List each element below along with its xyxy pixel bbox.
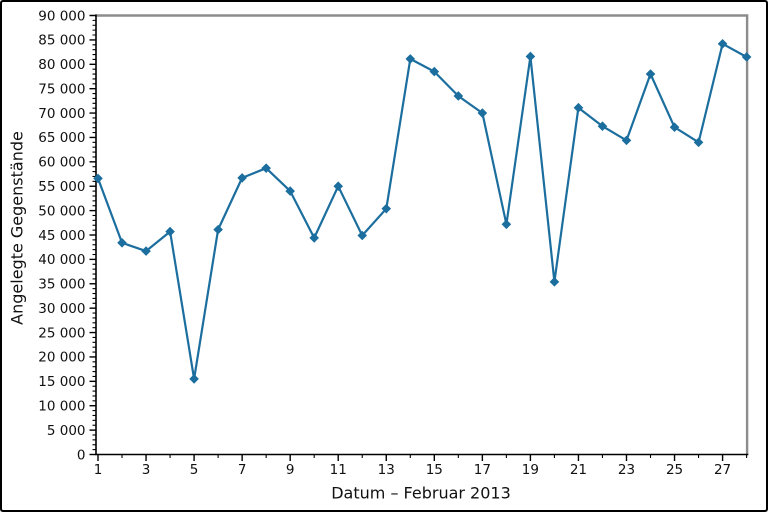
data-point	[429, 66, 440, 77]
series-line	[96, 42, 748, 380]
data-point	[213, 224, 223, 235]
data-point	[189, 374, 199, 384]
y-tick-label: 15 000	[38, 374, 85, 390]
x-tick-label: 23	[618, 462, 635, 478]
x-tick-label: 25	[666, 462, 683, 478]
data-point	[261, 163, 271, 173]
data-point	[573, 102, 584, 113]
data-point	[357, 230, 368, 241]
data-point	[693, 137, 704, 148]
data-point	[93, 173, 103, 184]
x-tick-label: 1	[94, 462, 103, 478]
x-tick-label: 17	[474, 462, 491, 478]
y-tick-label: 35 000	[38, 277, 85, 293]
data-point	[165, 226, 175, 237]
x-tick-label: 19	[522, 462, 539, 478]
x-tick-label: 7	[238, 462, 247, 478]
data-point	[309, 233, 319, 243]
y-tick-label: 30 000	[38, 301, 85, 317]
data-point	[381, 203, 392, 214]
data-point	[717, 38, 728, 49]
y-tick-label: 90 000	[38, 8, 85, 24]
x-tick-label: 5	[190, 462, 199, 478]
y-tick-label: 70 000	[38, 106, 85, 122]
y-tick-label: 5 000	[47, 423, 86, 439]
x-tick-label: 15	[426, 462, 443, 478]
y-tick-label: 0	[77, 447, 86, 463]
y-tick-label: 80 000	[38, 57, 85, 73]
y-tick-label: 60 000	[38, 155, 85, 171]
data-point	[621, 135, 632, 146]
data-point	[501, 219, 512, 230]
data-point	[285, 186, 295, 196]
data-point	[645, 69, 656, 79]
y-tick-label: 55 000	[38, 179, 85, 195]
y-tick-label: 75 000	[38, 81, 85, 97]
data-point	[405, 54, 416, 64]
y-tick-label: 45 000	[38, 228, 85, 244]
x-axis-title: Datum – Februar 2013	[331, 483, 511, 503]
x-tick-label: 13	[378, 462, 395, 478]
y-tick-label: 65 000	[38, 130, 85, 146]
data-point	[549, 277, 560, 287]
data-point	[741, 52, 752, 62]
data-point	[453, 91, 464, 101]
y-tick-label: 50 000	[38, 203, 85, 219]
data-point	[333, 181, 344, 192]
y-tick-label: 85 000	[38, 33, 85, 49]
x-tick-label: 21	[570, 462, 587, 478]
data-point	[477, 108, 488, 118]
x-tick-label: 9	[286, 462, 295, 478]
x-tick-label: 27	[714, 462, 731, 478]
y-axis-title: Angelegte Gegenstände	[7, 131, 27, 325]
x-tick-label: 3	[142, 462, 151, 478]
data-point	[141, 246, 151, 256]
data-point	[669, 122, 680, 133]
data-point	[597, 121, 608, 132]
y-tick-label: 40 000	[38, 252, 85, 268]
x-tick-label: 11	[330, 462, 347, 478]
y-tick-label: 10 000	[38, 399, 85, 415]
data-point	[117, 238, 127, 248]
y-tick-label: 25 000	[38, 325, 85, 341]
data-point	[237, 173, 247, 183]
y-tick-label: 20 000	[38, 350, 85, 366]
data-point	[525, 51, 536, 62]
